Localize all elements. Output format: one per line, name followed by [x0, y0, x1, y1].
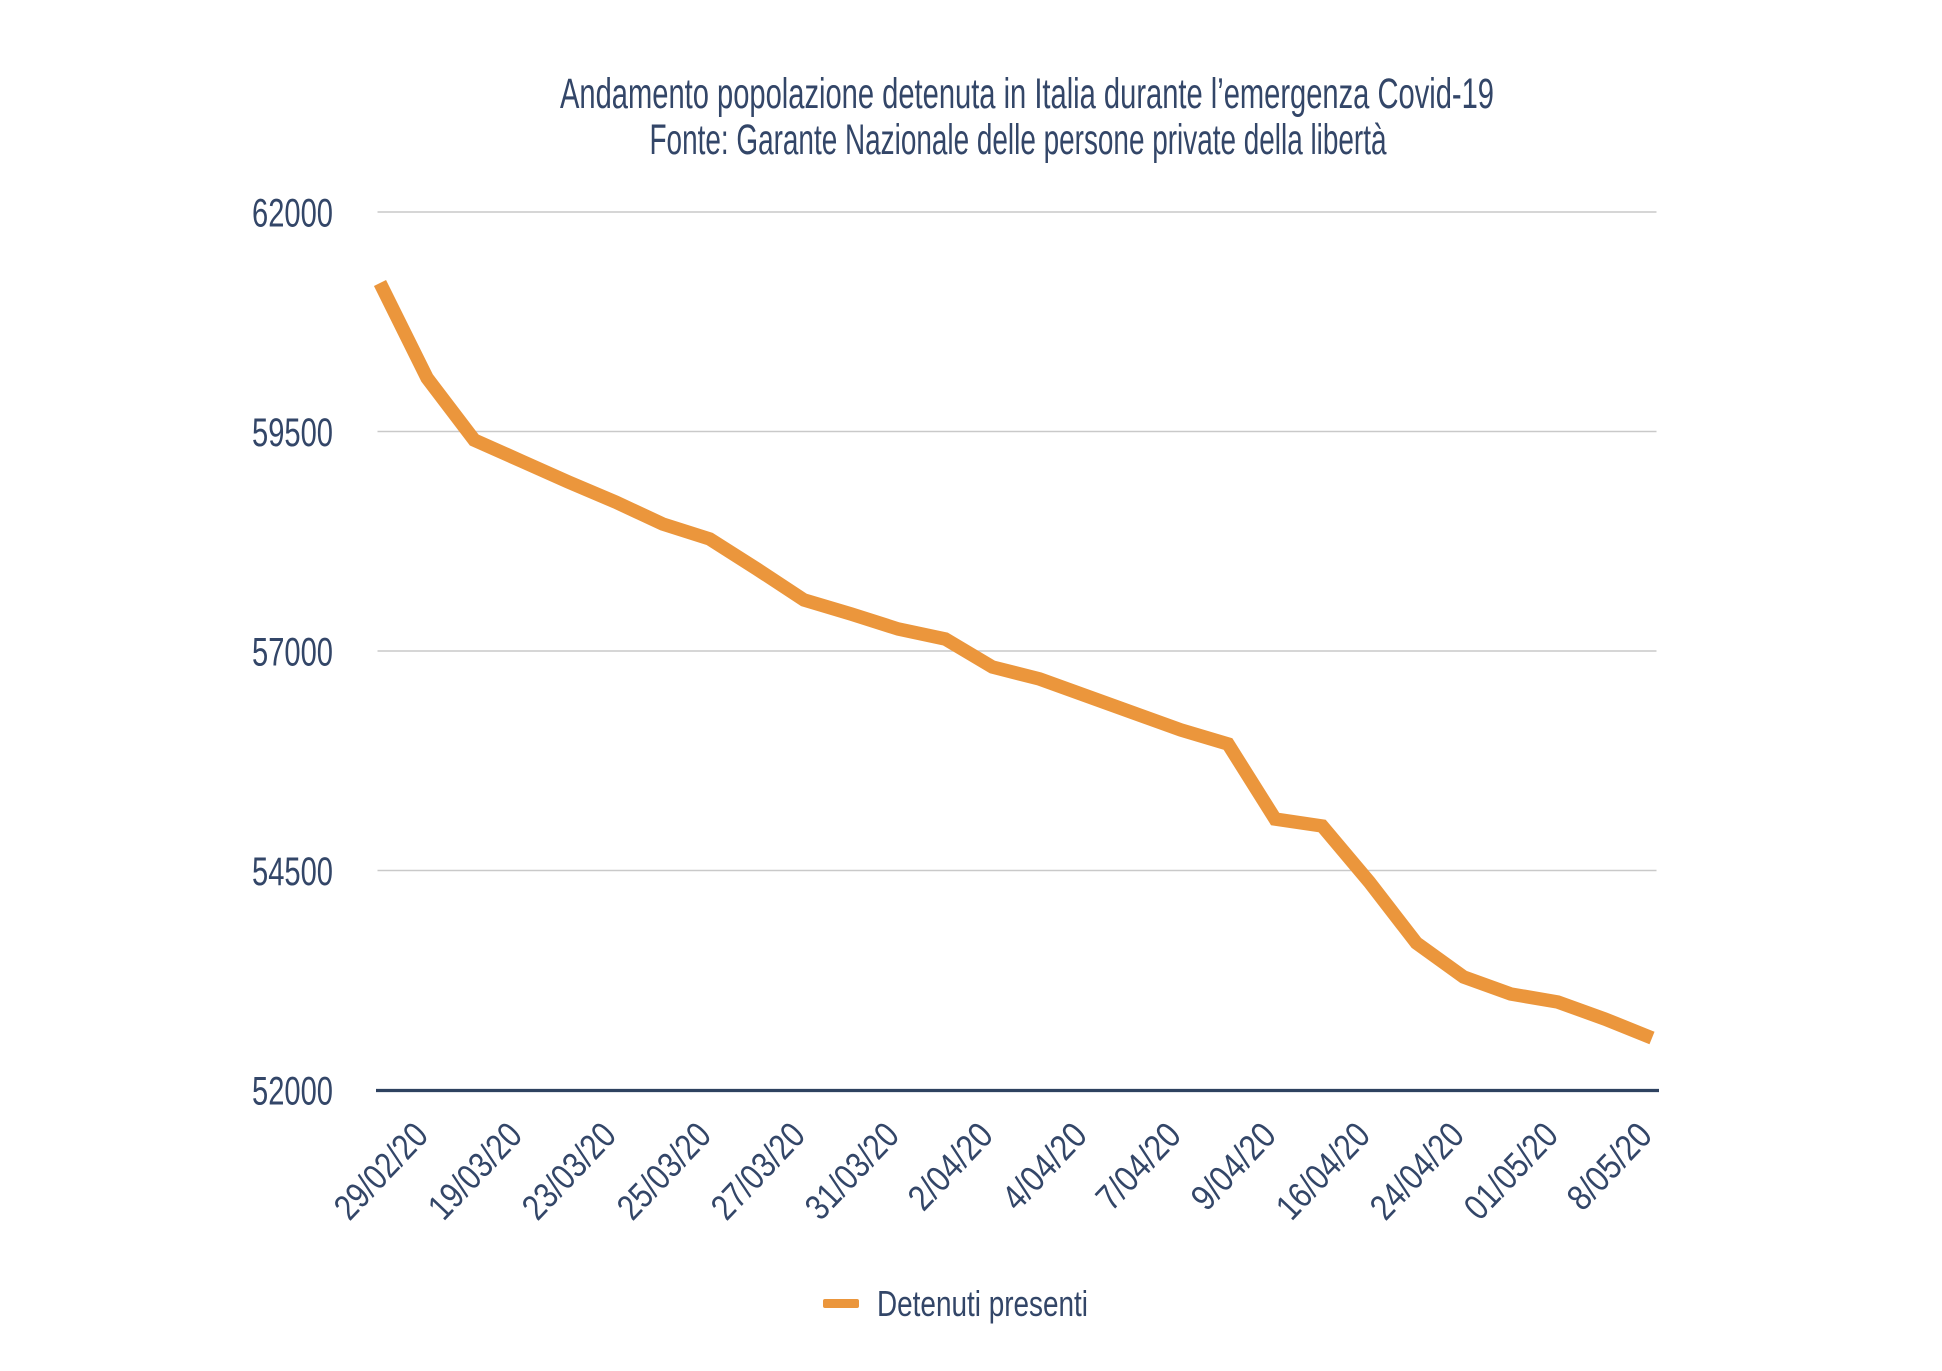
svg-text:Fonte: Garante Nazionale delle: Fonte: Garante Nazionale delle persone p…: [650, 116, 1387, 164]
svg-text:54500: 54500: [252, 850, 333, 894]
svg-text:62000: 62000: [252, 192, 333, 236]
svg-text:Andamento popolazione detenuta: Andamento popolazione detenuta in Italia…: [560, 70, 1494, 118]
svg-text:Detenuti presenti: Detenuti presenti: [877, 1283, 1088, 1324]
svg-text:57000: 57000: [252, 631, 333, 675]
svg-text:59500: 59500: [252, 411, 333, 455]
svg-text:52000: 52000: [252, 1070, 333, 1114]
